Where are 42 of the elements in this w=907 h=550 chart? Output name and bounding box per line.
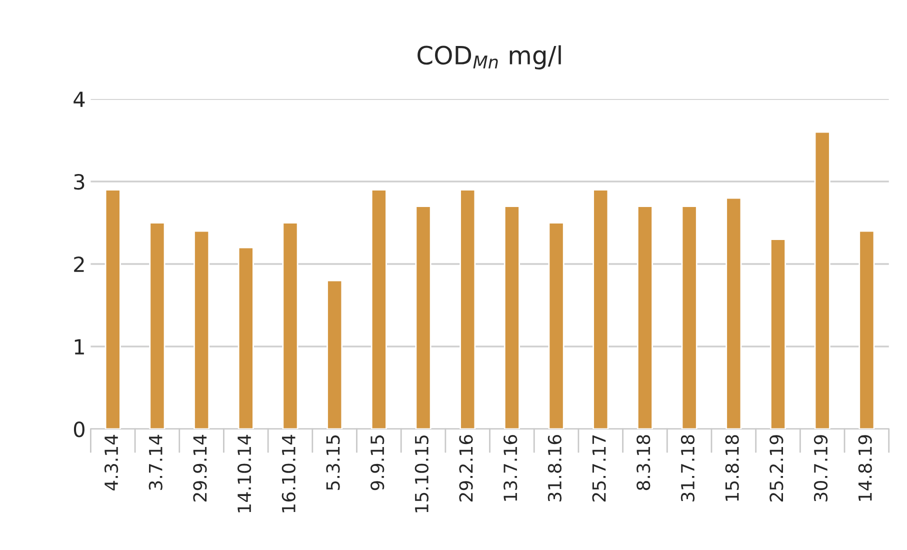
bar — [415, 206, 432, 429]
x-tick-label: 30.7.19 — [814, 435, 828, 502]
bar — [681, 206, 698, 429]
x-tick-label: 9.9.15 — [370, 435, 384, 490]
y-tick-label: 2 — [74, 256, 84, 272]
x-tick-label: 14.8.19 — [858, 435, 872, 501]
x-tick-label: 31.7.18 — [680, 435, 695, 502]
x-tick-label: 29.9.14 — [193, 434, 207, 502]
bar — [326, 280, 343, 429]
y-tick-label: 4 — [74, 92, 85, 107]
chart-title: COD$_{Mn}$ mg/l — [418, 45, 561, 70]
x-tick-label: 3.7.14 — [148, 434, 162, 490]
x-tick-label: 8.3.18 — [636, 435, 650, 490]
y-tick-label: 1 — [74, 339, 84, 354]
x-tick-label: 25.7.17 — [592, 435, 606, 502]
x-tick-label: 13.7.16 — [504, 434, 518, 501]
bar — [370, 189, 387, 429]
bar — [858, 230, 875, 429]
bar — [282, 222, 298, 429]
bar — [636, 206, 653, 429]
x-tick-label: 14.10.14 — [237, 434, 252, 512]
x-tick-label: 29.2.16 — [459, 434, 473, 502]
x-tick-label: 16.10.14 — [282, 434, 296, 512]
bar — [548, 222, 564, 429]
bar — [149, 222, 166, 429]
bar — [770, 238, 786, 429]
x-tick-label: 15.8.18 — [725, 435, 739, 501]
y-tick-label: 0 — [74, 421, 84, 438]
bar — [104, 189, 121, 429]
bar — [238, 246, 254, 429]
bar — [504, 206, 520, 429]
x-tick-label: 15.10.15 — [414, 435, 429, 512]
bar — [194, 230, 210, 429]
x-tick-label: 5.3.15 — [326, 435, 340, 490]
bar — [460, 189, 476, 429]
bar — [814, 131, 830, 429]
x-tick-label: 4.3.14 — [104, 434, 118, 490]
y-tick-label: 3 — [74, 174, 84, 190]
bar — [592, 189, 609, 429]
bar — [726, 197, 742, 429]
x-tick-label: 31.8.16 — [548, 434, 562, 502]
x-tick-label: 25.2.19 — [770, 435, 784, 502]
